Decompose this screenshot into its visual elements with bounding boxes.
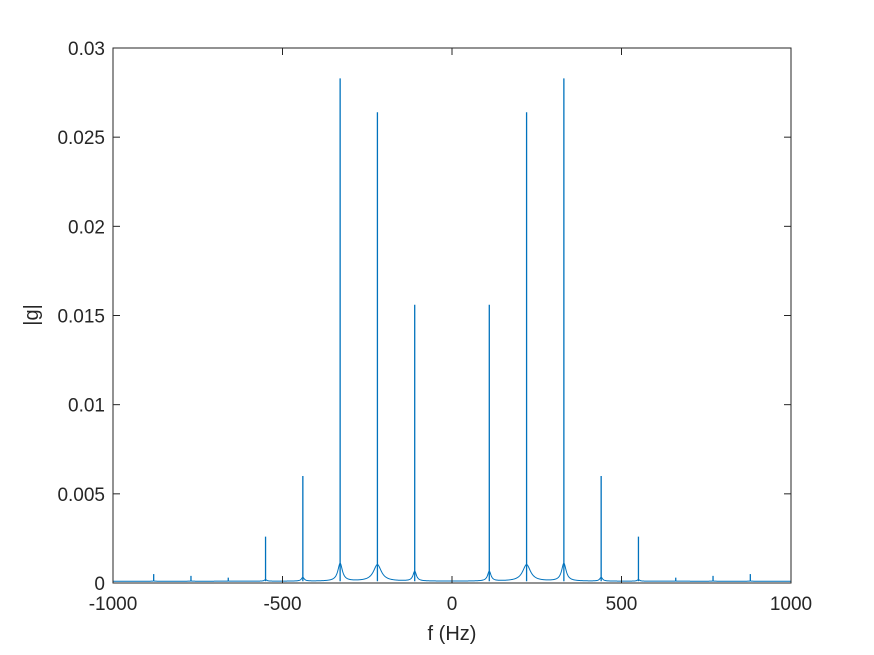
plot-area bbox=[113, 48, 791, 583]
x-tick-label: 0 bbox=[447, 594, 458, 615]
y-axis-label: |g| bbox=[21, 304, 43, 326]
x-tick-label: -500 bbox=[263, 594, 301, 615]
y-tick-label: 0.03 bbox=[68, 39, 105, 60]
y-tick-label: 0.005 bbox=[57, 485, 105, 506]
tick-layer: -1000 -500 0 500 1000 0 0.005 0.01 0.015 0.02 0.02… bbox=[57, 39, 812, 615]
y-tick-label: 0.015 bbox=[57, 307, 105, 328]
x-tick-label: 1000 bbox=[770, 594, 812, 615]
x-tick-label: -1000 bbox=[89, 594, 138, 615]
series-layer bbox=[113, 78, 791, 582]
x-axis-label: f (Hz) bbox=[428, 623, 477, 645]
y-tick-label: 0.025 bbox=[57, 128, 105, 149]
y-tick-label: 0 bbox=[94, 574, 105, 595]
x-tick-label: 500 bbox=[606, 594, 638, 615]
y-tick-label: 0.01 bbox=[68, 396, 105, 417]
y-tick-label: 0.02 bbox=[68, 217, 105, 238]
